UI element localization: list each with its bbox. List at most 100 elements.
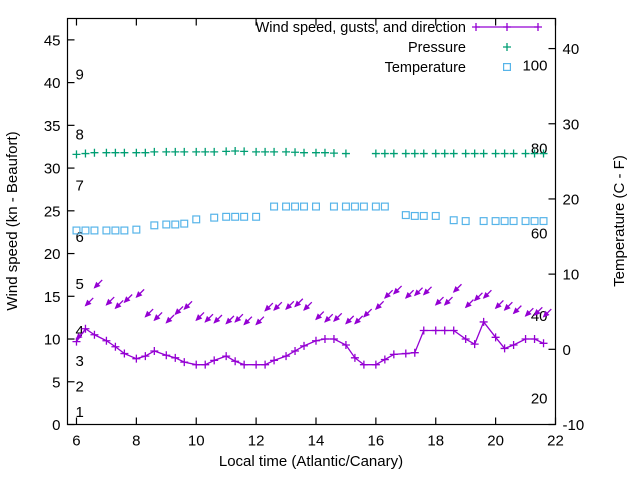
pressure-point xyxy=(291,148,300,157)
wind-arrow-head xyxy=(413,289,421,297)
pressure-point xyxy=(120,148,129,157)
x-tick-label: 22 xyxy=(547,433,564,450)
wind-speed-point xyxy=(401,349,410,358)
wind-speed-point xyxy=(132,354,141,363)
temperature-point xyxy=(150,221,159,230)
wind-speed-point xyxy=(470,340,479,349)
wind-speed-point xyxy=(359,360,368,369)
pressure-point xyxy=(171,147,180,156)
left-tick-label: 5 xyxy=(52,374,60,391)
pressure-point xyxy=(419,149,428,158)
wind-speed-point xyxy=(180,358,189,367)
wind-arrow-head xyxy=(183,303,191,310)
pressure-point xyxy=(282,147,291,156)
wind-arrow-head xyxy=(105,298,113,306)
wind-arrow-head xyxy=(225,317,233,325)
beaufort-label: 5 xyxy=(76,276,84,293)
beaufort-label: 1 xyxy=(76,404,84,421)
temperature-point xyxy=(431,211,440,220)
temperature-point xyxy=(521,217,530,226)
left-tick-label: 35 xyxy=(44,118,61,135)
fahrenheit-label: 80 xyxy=(531,140,548,157)
pressure-point xyxy=(440,149,449,158)
x-tick-label: 16 xyxy=(368,433,385,450)
wind-speed-point xyxy=(419,326,428,335)
temperature-point xyxy=(132,225,141,234)
wind-speed-point xyxy=(410,348,419,357)
wind-speed-point xyxy=(371,360,380,369)
pressure-point xyxy=(180,147,189,156)
wind-arrow-head xyxy=(434,298,442,306)
temperature-point xyxy=(419,211,428,220)
temperature-point xyxy=(291,202,300,211)
wind-speed-point xyxy=(210,356,219,365)
pressure-point xyxy=(320,148,329,157)
wind-speed-point xyxy=(461,335,470,344)
wind-arrow-head xyxy=(383,291,391,299)
series-temperature xyxy=(72,202,548,235)
pressure-point xyxy=(192,147,201,156)
wind-speed-point xyxy=(90,330,99,339)
temperature-point xyxy=(222,212,231,221)
temperature-point xyxy=(231,212,240,221)
wind-arrow-head xyxy=(345,317,352,325)
pressure-point xyxy=(300,148,309,157)
pressure-point xyxy=(240,147,249,156)
pressure-point xyxy=(539,149,548,158)
pressure-point xyxy=(231,146,240,155)
temperature-point xyxy=(171,220,180,229)
wind-speed-point xyxy=(81,324,90,333)
x-tick-label: 6 xyxy=(72,433,80,450)
pressure-point xyxy=(150,147,159,156)
temperature-point xyxy=(401,211,410,220)
wind-arrow-head xyxy=(503,303,511,311)
wind-speed-point xyxy=(231,357,240,366)
wind-arrow-head xyxy=(324,315,332,323)
x-axis-ticks: 6 8 10 12 14 16 18 20 22 xyxy=(72,18,564,450)
wind-speed-point xyxy=(539,339,548,348)
temperature-point xyxy=(72,226,81,235)
wind-arrow-head xyxy=(234,315,242,323)
wind-speed-point xyxy=(201,360,210,369)
wind-arrow-head xyxy=(494,302,502,310)
pressure-point xyxy=(401,149,410,158)
temperature-point xyxy=(500,217,509,226)
wind-arrow-head xyxy=(315,313,323,321)
wind-arrow-head xyxy=(333,315,340,322)
pressure-point xyxy=(521,149,530,158)
pressure-point xyxy=(530,149,539,158)
temperature-point xyxy=(350,202,359,211)
pressure-point xyxy=(90,148,99,157)
temperature-point xyxy=(410,211,419,220)
wind-speed-point xyxy=(291,346,300,355)
temperature-point xyxy=(81,226,90,235)
wind-speed-point xyxy=(350,353,359,362)
fahrenheit-label: 100 xyxy=(522,58,547,75)
wind-speed-point xyxy=(521,335,530,344)
temperature-point xyxy=(329,202,338,211)
x-tick-label: 10 xyxy=(188,433,205,450)
left-tick-label: 45 xyxy=(44,32,61,49)
wind-arrow-head xyxy=(273,303,281,311)
pressure-point xyxy=(311,148,320,157)
wind-speed-point xyxy=(171,353,180,362)
wind-arrow-head xyxy=(93,281,101,289)
x-tick-label: 14 xyxy=(308,433,325,450)
x-tick-label: 8 xyxy=(132,433,140,450)
wind-speed-line xyxy=(75,320,544,366)
wind-arrow-head xyxy=(135,291,143,299)
beaufort-label: 6 xyxy=(76,229,84,246)
wind-speed-point xyxy=(252,360,261,369)
y-axis-title-right: Temperature (C - F) xyxy=(611,155,628,287)
pressure-point xyxy=(102,148,111,157)
beaufort-label: 4 xyxy=(76,323,84,340)
wind-direction-arrows xyxy=(75,279,552,340)
pressure-point xyxy=(341,149,350,158)
wind-speed-point xyxy=(222,352,231,361)
pressure-point xyxy=(72,150,81,159)
temperature-point xyxy=(270,202,279,211)
temperature-point xyxy=(341,202,350,211)
wind-arrow-head xyxy=(404,291,412,299)
right-tick-label: -10 xyxy=(563,417,585,434)
fahrenheit-scale-labels: 20 40 60 80 100 xyxy=(522,58,547,408)
